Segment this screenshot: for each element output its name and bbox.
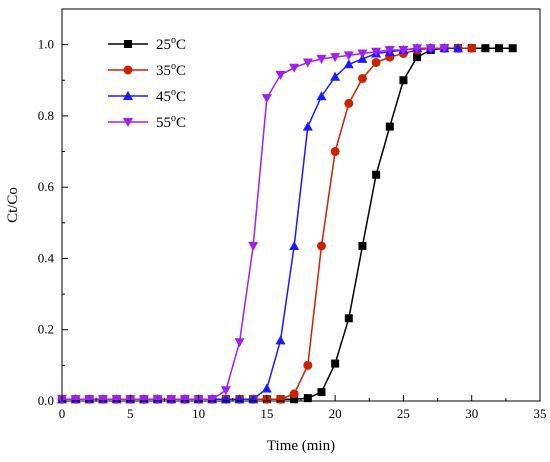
data-point	[248, 241, 259, 251]
data-point	[481, 44, 490, 53]
data-point	[166, 395, 177, 405]
x-tick-label: 0	[59, 406, 66, 421]
data-point	[453, 43, 464, 53]
y-tick-label: 1.0	[38, 37, 54, 52]
data-point	[97, 395, 108, 405]
data-point	[371, 57, 381, 67]
data-point	[330, 71, 341, 81]
data-point	[357, 49, 368, 59]
data-point	[84, 395, 95, 405]
data-point	[344, 314, 353, 323]
data-point	[289, 389, 299, 399]
y-tick-label: 0.6	[38, 179, 55, 194]
data-point	[261, 383, 272, 393]
data-point	[207, 395, 218, 405]
data-point	[467, 43, 477, 53]
data-point	[508, 44, 517, 53]
series-line	[62, 47, 459, 400]
legend-item: 55oC	[108, 113, 186, 131]
legend-label: 25oC	[156, 35, 186, 53]
x-tick-label: 15	[260, 406, 273, 421]
y-axis-ticks: 0.0 0.2 0.4 0.6 0.8 1.0	[38, 8, 68, 408]
data-point	[413, 53, 422, 62]
data-point	[70, 395, 81, 405]
data-point	[343, 51, 354, 61]
legend-marker	[123, 118, 133, 127]
data-point	[316, 91, 327, 101]
data-point	[179, 395, 190, 405]
data-point	[317, 388, 326, 397]
data-point	[372, 170, 381, 179]
x-tick-label: 5	[127, 406, 134, 421]
legend-item: 45oC	[108, 87, 186, 105]
legend-item: 35oC	[108, 61, 186, 79]
data-point	[111, 395, 122, 405]
legend-marker	[124, 40, 132, 48]
data-point	[234, 338, 245, 348]
data-point	[330, 147, 340, 157]
data-point	[302, 58, 313, 68]
data-point	[399, 76, 408, 85]
data-point	[344, 98, 354, 108]
data-point	[330, 53, 341, 63]
y-axis-title: Ct/Co	[5, 187, 21, 223]
x-axis-ticks: 0 5 10 15 20 25 30 35	[59, 395, 547, 421]
data-point	[138, 395, 149, 405]
data-point	[398, 45, 409, 55]
legend-label: 45oC	[156, 87, 186, 105]
series-line	[62, 47, 513, 400]
x-tick-label: 25	[397, 406, 410, 421]
y-tick-label: 0.4	[38, 250, 55, 265]
data-point	[495, 44, 504, 53]
data-point	[290, 395, 299, 404]
x-axis-title: Time (min)	[267, 438, 335, 454]
legend-label: 35oC	[156, 61, 186, 79]
data-point	[358, 241, 367, 250]
data-point	[425, 44, 436, 54]
data-point	[303, 360, 313, 370]
legend-item: 25oC	[108, 35, 186, 53]
series-line	[62, 47, 445, 400]
legend-marker	[123, 65, 133, 75]
data-point	[439, 44, 450, 54]
data-point	[357, 73, 367, 83]
data-point	[152, 395, 163, 405]
x-tick-label: 30	[465, 406, 478, 421]
data-point	[275, 70, 286, 80]
data-point	[220, 386, 231, 396]
data-point	[385, 122, 394, 131]
y-tick-label: 0.2	[38, 322, 54, 337]
data-point	[275, 335, 286, 345]
x-tick-label: 20	[329, 406, 342, 421]
y-tick-label: 0.0	[38, 393, 54, 408]
legend-marker	[123, 91, 133, 100]
legend-label: 55oC	[156, 113, 186, 131]
x-tick-label: 35	[534, 406, 547, 421]
data-point	[384, 45, 395, 55]
data-point	[412, 44, 423, 54]
data-point	[316, 54, 327, 64]
data-point	[289, 240, 300, 250]
data-point	[371, 47, 382, 57]
data-point	[302, 121, 313, 131]
legend: 25oC 35oC 45oC 55oC	[108, 35, 186, 131]
data-point	[303, 394, 312, 403]
plot-frame	[61, 8, 541, 402]
series-45	[57, 43, 464, 404]
data-point	[289, 63, 300, 73]
data-point	[276, 394, 286, 404]
y-tick-label: 0.8	[38, 108, 54, 123]
data-point	[261, 94, 272, 104]
x-tick-label: 10	[192, 406, 205, 421]
series-55	[57, 44, 450, 405]
data-point	[331, 359, 340, 368]
data-point	[343, 59, 354, 69]
data-point	[316, 241, 326, 251]
